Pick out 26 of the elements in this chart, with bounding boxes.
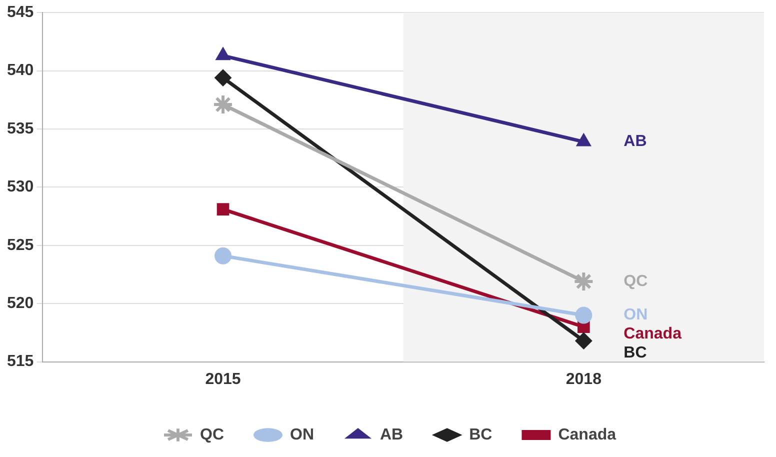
y-tick-label: 545 <box>6 4 34 22</box>
text: QC <box>624 272 648 290</box>
y-tick-label: 540 <box>6 62 34 80</box>
point <box>214 247 232 264</box>
y-tick-label: 535 <box>6 120 34 138</box>
legend-label: ON <box>290 426 314 444</box>
point <box>573 270 594 292</box>
text: Canada <box>624 326 682 343</box>
point <box>214 69 232 86</box>
y-tick-label: 515 <box>6 353 34 370</box>
text: ON <box>624 306 648 324</box>
x-tick-label: 2018 <box>566 370 602 388</box>
legend-label: BC <box>469 426 493 444</box>
point <box>216 203 230 216</box>
x-tick-label: 2015 <box>205 370 241 388</box>
y-tick-label: 525 <box>6 236 34 254</box>
text: AB <box>624 133 647 150</box>
y-tick-label: 530 <box>6 178 34 196</box>
point <box>575 332 592 350</box>
legend-label: Canada <box>558 426 616 444</box>
y-tick-label: 520 <box>6 295 34 312</box>
legend-label: AB <box>380 426 404 444</box>
legend-label: QC <box>200 426 224 444</box>
point <box>575 306 592 324</box>
text: BC <box>624 344 647 362</box>
point <box>212 94 234 116</box>
